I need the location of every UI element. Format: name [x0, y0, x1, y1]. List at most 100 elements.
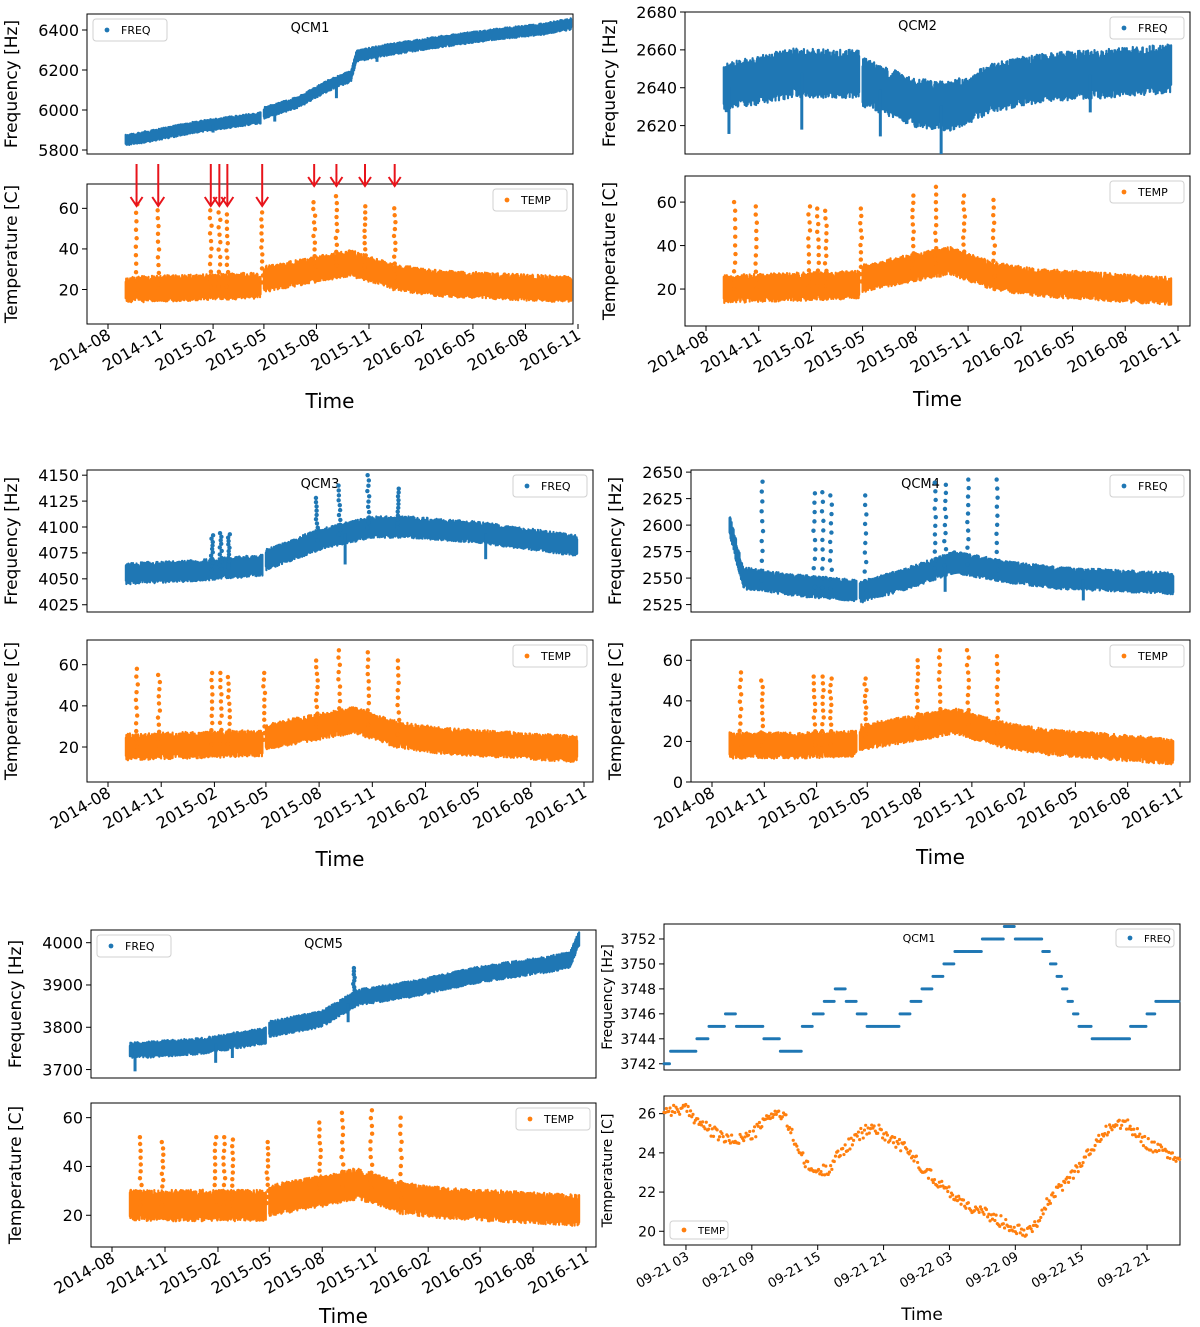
data-point [134, 689, 139, 695]
data-point [1041, 1212, 1045, 1216]
data-point [743, 1135, 747, 1139]
data-point [216, 284, 221, 289]
temp-axes [690, 639, 1191, 783]
data-point [739, 743, 744, 748]
data-point [336, 669, 341, 675]
data-point [261, 684, 266, 689]
y-tick-label: 2650 [642, 463, 683, 482]
data-point [994, 661, 1000, 667]
data-point [820, 722, 825, 727]
data-point [156, 722, 162, 727]
data-point [944, 1186, 949, 1190]
legend-label: FREQ [1138, 480, 1168, 493]
data-point [868, 1127, 873, 1131]
data-point [396, 501, 401, 507]
data-point [806, 284, 812, 289]
data-point [138, 1162, 143, 1167]
data-point [340, 1147, 346, 1152]
data-point [209, 735, 215, 740]
data-point [262, 730, 267, 736]
data-point [966, 655, 971, 660]
data-point [737, 1141, 741, 1145]
data-point [1124, 1127, 1129, 1131]
data-spike [261, 670, 268, 743]
data-point [943, 498, 948, 504]
data-point [1024, 1233, 1028, 1237]
data-point [754, 277, 759, 283]
data-spike [317, 1120, 323, 1194]
data-point [751, 1129, 755, 1133]
data-point [943, 482, 949, 488]
data-point [210, 560, 216, 565]
data-point [991, 197, 996, 203]
data-point [991, 220, 997, 225]
data-point [822, 261, 828, 266]
data-spike [350, 965, 357, 1002]
data-point [790, 1127, 794, 1131]
data-point [396, 710, 401, 715]
data-point [209, 536, 214, 541]
data-point [262, 704, 267, 709]
data-point [890, 1135, 894, 1139]
y-axis-label: Frequency [Hz] [606, 477, 626, 605]
data-spike [333, 193, 340, 268]
data-point [758, 730, 764, 735]
data-point [395, 688, 400, 693]
data-point [156, 694, 161, 699]
data-point [914, 685, 920, 690]
data-point [858, 220, 863, 226]
data-point [230, 1203, 236, 1208]
data-point [965, 715, 970, 720]
event-arrow [151, 164, 166, 208]
data-point [160, 1165, 166, 1170]
data-point [137, 1175, 143, 1181]
data-point [1018, 1231, 1022, 1235]
data-point [806, 268, 812, 273]
data-point [1144, 1024, 1148, 1028]
data-spike [858, 206, 865, 284]
data-point [134, 236, 139, 241]
chart-qcm4: 2525 2550 2575 2600 2625 2650 Frequency [Hz] QC… [606, 463, 1191, 869]
legend-label: TEMP [1137, 650, 1168, 663]
data-point [814, 214, 820, 219]
data-point [820, 1173, 824, 1177]
data-point [843, 1143, 847, 1147]
data-point [1071, 1176, 1075, 1180]
data-point [838, 1154, 842, 1158]
data-band [124, 515, 579, 586]
data-point [334, 249, 339, 255]
temp-axes [663, 1095, 1181, 1246]
data-spike [942, 482, 949, 568]
data-point [1130, 1133, 1135, 1137]
data-band [124, 706, 579, 763]
y-tick-label: 20 [59, 738, 79, 757]
data-point [832, 999, 836, 1003]
data-point [399, 1196, 404, 1201]
data-point [207, 215, 213, 221]
data-point [221, 1189, 227, 1195]
data-spike [814, 206, 822, 289]
legend-marker [524, 483, 530, 489]
data-point [937, 721, 942, 726]
data-point [259, 217, 264, 222]
data-point [340, 1117, 345, 1123]
data-point [221, 1148, 227, 1154]
data-point [822, 208, 828, 213]
data-point [934, 246, 939, 251]
data-point [365, 488, 370, 494]
legend-box [92, 18, 168, 42]
data-point [759, 509, 764, 514]
data-point [699, 1123, 704, 1127]
data-point [756, 1124, 760, 1128]
data-point [134, 674, 139, 679]
data-point [936, 655, 942, 660]
data-spike [965, 477, 971, 567]
data-point [161, 1177, 166, 1183]
data-point [806, 252, 812, 257]
data-point [1174, 1159, 1178, 1163]
y-tick-label: 3750 [620, 957, 656, 973]
data-point [858, 257, 864, 262]
data-point [995, 677, 1001, 682]
data-point [365, 671, 370, 677]
data-point [742, 1138, 746, 1143]
